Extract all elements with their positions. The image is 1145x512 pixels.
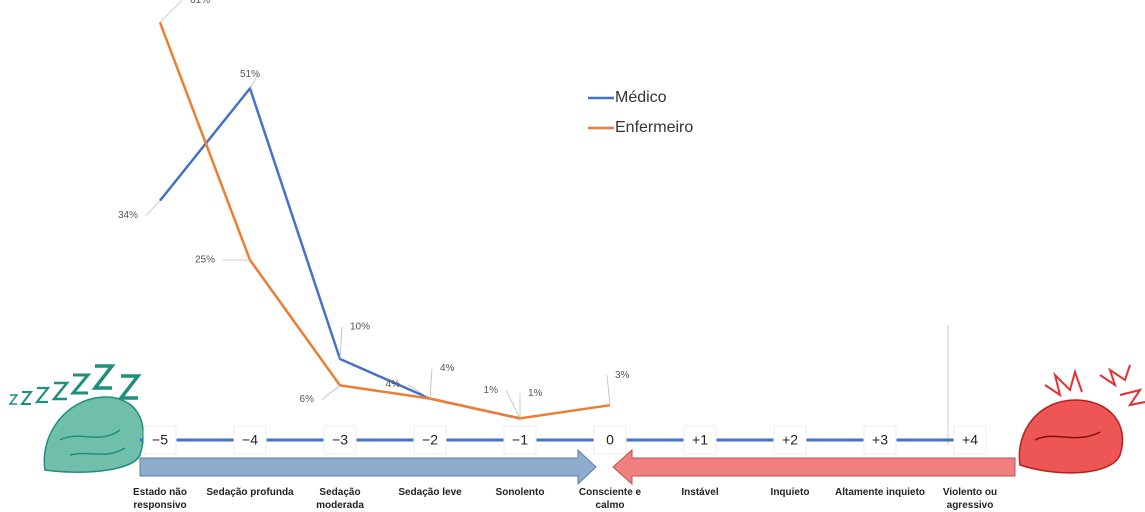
category-description: Sedação profunda <box>206 487 294 498</box>
category-box <box>323 425 357 455</box>
category-box <box>863 425 897 455</box>
category-box <box>773 425 807 455</box>
leader-line <box>249 74 259 89</box>
data-label: 1% <box>484 385 499 396</box>
data-label: 10% <box>350 322 370 333</box>
category-label: −2 <box>422 432 438 448</box>
category-box <box>593 425 627 455</box>
series-line <box>159 85 521 420</box>
category-label: −1 <box>512 432 528 448</box>
agitation-arrow <box>612 448 1016 486</box>
data-label: 1% <box>528 388 543 399</box>
category-description: Sonolento <box>495 487 545 498</box>
data-label: 4% <box>440 363 455 374</box>
category-label: 0 <box>606 432 614 448</box>
leader-line <box>321 385 341 400</box>
series-line <box>158 21 611 420</box>
category-box <box>233 425 267 455</box>
category-description: Consciente e calmo <box>578 487 642 511</box>
data-label: 34% <box>118 210 138 221</box>
legend-label: Médico <box>615 89 667 106</box>
category-label: −4 <box>242 432 258 448</box>
category-box <box>683 425 717 455</box>
category-description: Inquieto <box>770 487 810 498</box>
leader-line <box>339 326 343 360</box>
category-description: Estado não responsivo <box>133 487 187 511</box>
category-label: +2 <box>782 432 798 448</box>
category-description: Altamente inquieto <box>835 487 926 498</box>
category-label: −3 <box>332 432 348 448</box>
leader-line <box>505 390 521 419</box>
sleep-icon <box>8 364 145 473</box>
leader-line <box>429 368 433 399</box>
category-box <box>503 425 537 455</box>
legend-label: Enfermeiro <box>615 119 693 136</box>
category-description: Violento ou agressivo <box>942 487 998 511</box>
category-description: Sedação moderada <box>316 487 364 511</box>
category-box <box>413 425 447 455</box>
data-label: 25% <box>195 255 215 266</box>
category-description: Instável <box>681 487 719 498</box>
angry-icon <box>1018 364 1145 474</box>
category-label: +3 <box>872 432 888 448</box>
data-label: 6% <box>300 394 315 405</box>
category-box <box>143 425 177 455</box>
data-label: 3% <box>615 370 630 381</box>
leader-line <box>145 200 161 216</box>
category-description: Sedação leve <box>398 487 462 498</box>
data-label: 4% <box>386 379 401 390</box>
sedation-arrow <box>139 448 597 486</box>
leader-line <box>606 375 611 406</box>
data-label: 61% <box>190 0 210 6</box>
category-label: +4 <box>962 432 978 448</box>
leader-line <box>159 0 183 23</box>
category-box <box>953 425 987 455</box>
category-label: −5 <box>152 432 168 448</box>
data-label: 51% <box>240 69 260 80</box>
category-label: +1 <box>692 432 708 448</box>
leader-line <box>407 384 431 399</box>
